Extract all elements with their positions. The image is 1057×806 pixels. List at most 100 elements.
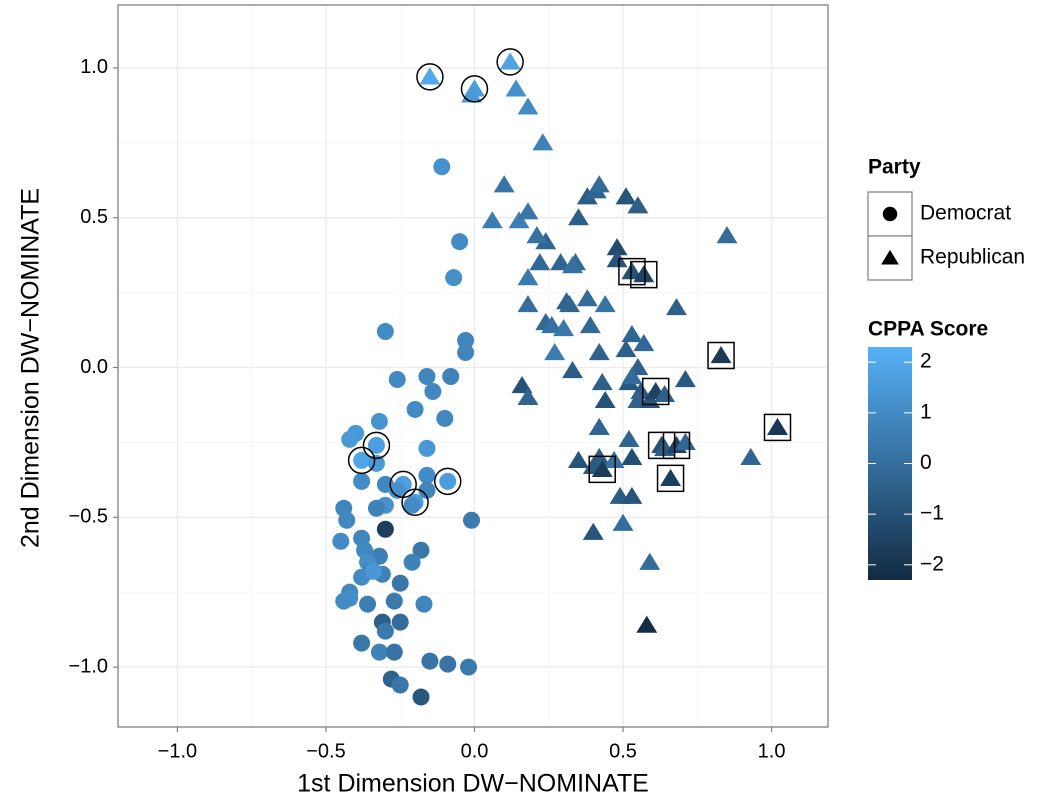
color-legend-title: CPPA Score [868,318,988,341]
circle-point [436,409,454,427]
circle-point [421,652,439,670]
circle-point [418,481,436,499]
highlight-box [707,341,735,370]
triangle-point [481,211,503,229]
triangle-point [568,450,589,468]
triangle-point [562,360,583,379]
circle-point [376,520,394,538]
triangle-point [633,265,655,283]
circle-point [412,541,430,559]
x-tick-label: 0.0 [461,740,489,762]
highlight-circle [416,63,444,91]
triangle-point [576,289,598,307]
circle-point [433,158,451,176]
triangle-point [666,298,687,316]
triangle-point [621,262,643,280]
panel-border [117,4,829,728]
circle-point [415,595,433,613]
triangle-point [615,340,637,358]
circle-point [367,499,385,517]
legend-label: Democrat [920,202,1011,225]
triangle-point [767,417,788,436]
circle-point [385,643,403,661]
triangle-point [517,295,539,313]
circle-point [341,430,359,448]
circle-point [364,562,382,580]
circle-point [451,233,469,251]
circle-point [388,370,406,388]
highlight-box [630,260,658,289]
circle-point [403,496,421,514]
triangle-point [612,513,634,531]
circle-point [391,574,409,592]
circle-point [424,382,442,400]
triangle-point [594,390,616,409]
circle-point [882,206,898,222]
triangle-point [529,253,551,271]
highlight-box [618,257,646,286]
circle-point [403,553,421,571]
y-tick-label: 1.0 [80,56,108,78]
colorbar-label: −1 [920,502,944,525]
x-tick-label: −1.0 [158,740,197,762]
circle-point [445,269,463,287]
triangle-point [591,459,613,477]
triangle-point [615,187,637,205]
triangle-point [639,552,661,570]
panel [118,5,828,727]
triangle-point [618,429,640,447]
circle-point [418,439,436,457]
circle-point [332,532,350,550]
circle-point [376,323,394,341]
triangle-point [568,208,589,226]
circle-point [359,595,377,613]
circle-point [460,658,478,676]
circle-point [418,367,436,385]
triangle-point [594,295,616,313]
triangle-point [532,133,554,151]
triangle-point [511,375,533,394]
triangle-point [621,366,643,385]
triangle-point [517,268,539,286]
triangle-point [716,226,738,244]
highlight-circle [433,467,462,496]
highlight-box [662,431,691,460]
triangle-point [419,67,441,85]
highlight-circle [347,446,376,475]
circle-point [370,412,388,430]
circle-point [353,472,371,490]
y-tick-label: 0.5 [80,206,108,228]
triangle-point [517,387,539,406]
triangle-point [508,211,530,229]
triangle-point [674,432,696,450]
highlight-circle [401,488,429,517]
highlight-box [588,455,616,484]
triangle-point [562,256,583,274]
triangle-point [606,238,628,256]
circle-point [439,655,457,673]
y-axis-title: 2nd Dimension DW−NOMINATE [17,188,45,548]
triangle-point [517,202,539,220]
triangle-point [499,52,521,70]
circle-point [335,592,353,610]
triangle-point [559,295,580,313]
triangle-point [550,253,572,271]
circle-point [353,451,371,469]
triangle-point [588,343,610,361]
highlight-box [656,464,685,493]
triangle-point [535,232,557,250]
triangle-point [591,372,613,391]
triangle-point [526,226,548,244]
circle-point [391,613,409,631]
circle-point [442,367,460,385]
x-tick-label: 0.5 [609,740,637,762]
triangle-point [621,325,643,343]
circle-point [391,676,409,694]
circle-point [367,436,385,454]
triangle-point [553,319,575,337]
circle-point [338,511,356,529]
shape-legend-title: Party [868,156,921,179]
circle-point [376,622,394,640]
colorbar-label: 2 [920,350,932,373]
